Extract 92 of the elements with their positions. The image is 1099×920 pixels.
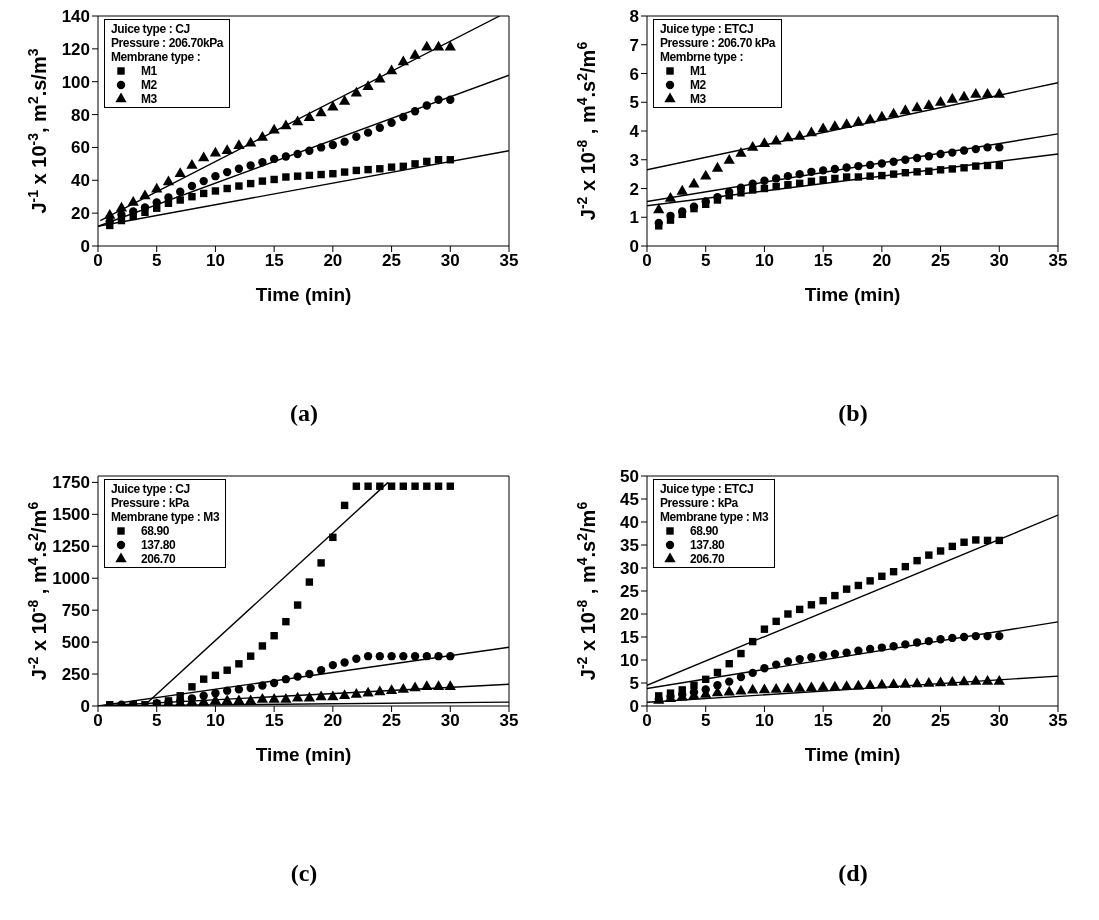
x-tick-label: 5	[151, 251, 162, 271]
text: (d)	[837, 860, 869, 887]
legend-label: 137.80	[690, 538, 725, 552]
y-tick-label: 20	[71, 204, 90, 224]
legend-label: 137.80	[141, 538, 176, 552]
y-tick-label: 140	[61, 7, 90, 27]
legend-label: M3	[141, 92, 157, 106]
legend-label: M1	[141, 64, 157, 78]
y-tick-label: 25	[620, 582, 639, 602]
y-tick-label: 40	[71, 171, 90, 191]
y-tick-label: 0	[629, 697, 639, 717]
y-tick-label: 1750	[52, 473, 90, 493]
x-tick-label: 30	[989, 711, 1009, 731]
legend-label: M1	[690, 64, 706, 78]
legend-label: 68.90	[141, 524, 170, 538]
text: (b)	[837, 400, 869, 427]
x-tick-label: 35	[1048, 251, 1068, 271]
x-tick-label: 5	[700, 711, 711, 731]
y-tick-label: 6	[629, 64, 639, 84]
x-axis-title: Time (min)	[255, 744, 352, 765]
y-tick-label: 1000	[52, 569, 90, 589]
x-tick-label: 20	[323, 711, 343, 731]
y-tick-label: 0	[629, 237, 639, 257]
y-tick-label: 1	[629, 208, 639, 228]
x-tick-label: 20	[323, 251, 343, 271]
y-tick-label: 0	[80, 237, 90, 257]
x-tick-label: 30	[989, 251, 1009, 271]
x-tick-label: 5	[700, 251, 711, 271]
legend-label: 206.70	[141, 552, 176, 566]
x-tick-label: 15	[264, 251, 284, 271]
x-axis-title: Time (min)	[804, 284, 901, 305]
y-tick-label: 5	[629, 674, 639, 694]
text: (c)	[289, 860, 319, 887]
legend-label: M2	[141, 78, 157, 92]
y-tick-label: 35	[620, 536, 639, 556]
x-tick-label: 5	[151, 711, 162, 731]
x-tick-label: 25	[931, 251, 951, 271]
y-tick-label: 1250	[52, 537, 90, 557]
legend-label: 68.90	[690, 524, 719, 538]
text: (a)	[289, 400, 319, 427]
y-tick-label: 120	[61, 39, 90, 59]
legend-title: Juice type : ETCJ Pressure : kPa Membrane type : M3	[660, 482, 769, 524]
x-tick-label: 0	[642, 711, 652, 731]
y-tick-label: 5	[629, 93, 639, 113]
x-tick-label: 20	[872, 251, 892, 271]
x-tick-label: 20	[872, 711, 892, 731]
y-tick-label: 1500	[52, 505, 90, 525]
y-tick-label: 500	[61, 633, 90, 653]
legend-title: Juice type : ETCJ Pressure : 206.70 kPa Membrne type :	[660, 22, 776, 64]
x-tick-label: 10	[205, 251, 225, 271]
x-tick-label: 30	[440, 251, 460, 271]
legend-title: Juice type : CJ Pressure : 206.70kPa Membrane type :	[111, 22, 224, 64]
legend-label: M2	[690, 78, 706, 92]
x-tick-label: 10	[754, 711, 774, 731]
y-tick-label: 80	[71, 105, 90, 125]
x-tick-label: 30	[440, 711, 460, 731]
x-tick-label: 25	[382, 251, 402, 271]
x-tick-label: 10	[205, 711, 225, 731]
y-tick-label: 40	[620, 513, 639, 533]
x-tick-label: 15	[813, 711, 833, 731]
x-tick-label: 35	[499, 711, 519, 731]
x-axis-title: Time (min)	[255, 284, 352, 305]
legend-label: M3	[690, 92, 706, 106]
y-tick-label: 7	[629, 35, 639, 55]
y-tick-label: 0	[80, 697, 90, 717]
x-tick-label: 0	[93, 711, 103, 731]
y-tick-label: 20	[620, 605, 639, 625]
y-tick-label: 3	[629, 150, 639, 170]
y-tick-label: 750	[61, 601, 90, 621]
y-tick-label: 60	[71, 138, 90, 158]
x-tick-label: 35	[1048, 711, 1068, 731]
y-tick-label: 100	[61, 72, 90, 92]
x-tick-label: 25	[931, 711, 951, 731]
y-tick-label: 15	[620, 628, 639, 648]
x-tick-label: 10	[754, 251, 774, 271]
x-axis-title: Time (min)	[804, 744, 901, 765]
y-tick-label: 50	[620, 467, 639, 487]
x-tick-label: 25	[382, 711, 402, 731]
y-tick-label: 8	[629, 7, 639, 27]
y-tick-label: 45	[620, 490, 639, 510]
legend-title: Juice type : CJ Pressure : kPa Membrane type : M3	[111, 482, 220, 524]
x-tick-label: 35	[499, 251, 519, 271]
y-tick-label: 4	[629, 122, 640, 142]
y-tick-label: 2	[629, 179, 639, 199]
legend-label: 206.70	[690, 552, 725, 566]
y-tick-label: 30	[620, 559, 639, 579]
x-tick-label: 15	[264, 711, 284, 731]
y-tick-label: 10	[620, 651, 639, 671]
x-tick-label: 0	[642, 251, 652, 271]
x-tick-label: 0	[93, 251, 103, 271]
y-tick-label: 250	[61, 665, 90, 685]
x-tick-label: 15	[813, 251, 833, 271]
